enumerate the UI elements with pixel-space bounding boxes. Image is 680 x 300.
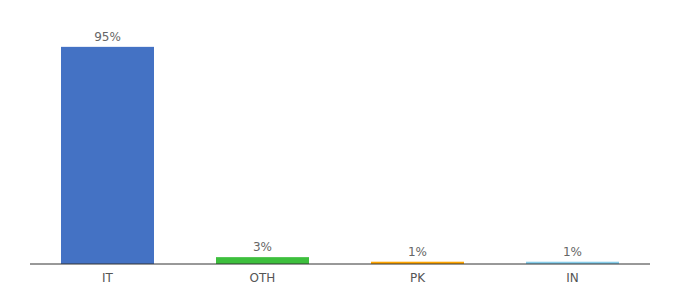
bar xyxy=(216,257,309,264)
bar xyxy=(61,47,154,264)
x-tick-label: PK xyxy=(410,271,426,285)
chart: 95% 3% 1% 1% IT OTH PK IN xyxy=(0,0,680,300)
data-label: 95% xyxy=(94,30,121,44)
bars xyxy=(61,47,619,264)
chart-container: 95% 3% 1% 1% IT OTH PK IN xyxy=(0,0,680,300)
data-label: 1% xyxy=(408,245,427,259)
data-labels: 95% 3% 1% 1% xyxy=(94,30,582,259)
x-axis-line xyxy=(30,264,650,265)
x-tick-label: IT xyxy=(102,271,114,285)
data-label: 1% xyxy=(563,245,582,259)
plot-area: 95% 3% 1% 1% IT OTH PK IN xyxy=(30,30,650,285)
x-tick-label: OTH xyxy=(250,271,276,285)
data-label: 3% xyxy=(253,240,272,254)
x-tick-label: IN xyxy=(566,271,579,285)
